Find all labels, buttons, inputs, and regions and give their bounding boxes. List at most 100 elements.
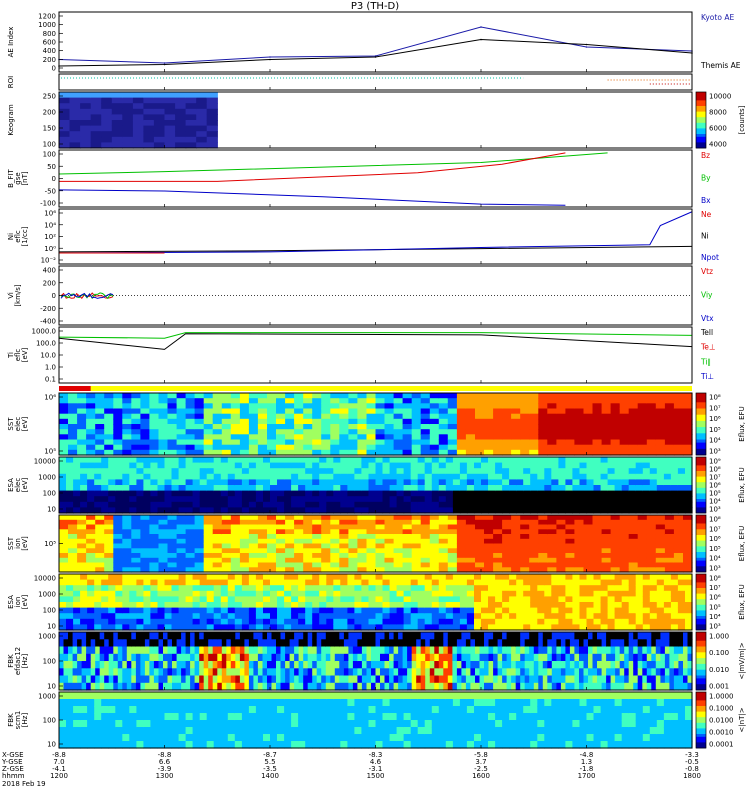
ytick-label-ti: 1.0 <box>45 364 56 372</box>
colorbar-tick-sst_i: 10⁸ <box>709 516 721 524</box>
ytick-label-vi: -200 <box>40 305 56 313</box>
footer-value-x: -8.8 <box>52 751 66 759</box>
colorbar-tick-keogram: 8000 <box>709 109 727 117</box>
ytick-label-ae: 1200 <box>38 13 56 21</box>
ylabel-roi: ROI <box>7 76 15 88</box>
footer-value-t: 1600 <box>472 772 490 780</box>
colorbar-label-fbk_b: <|nT|> <box>738 707 746 732</box>
ae-point <box>163 62 166 64</box>
colorbar-tick-esa_e: 10⁶ <box>709 482 721 490</box>
footer-value-x: -8.3 <box>369 751 383 759</box>
ytick-label-ni: 10⁰ <box>44 245 56 253</box>
footer-value-z: -1.8 <box>580 765 594 773</box>
ytick-label-ni: 10⁻² <box>41 257 57 265</box>
footer-value-y: 5.5 <box>264 758 275 766</box>
colorbar-tick-esa_i: 10³ <box>709 623 721 631</box>
ylabel-sst_e: SST <box>7 417 15 431</box>
colorbar-tick-fbk_b: 1.0000 <box>709 693 734 701</box>
footer-value-z: -3.9 <box>158 765 172 773</box>
ytick-label-keogram: 250 <box>43 93 56 101</box>
ae-point <box>480 38 482 41</box>
footer-value-y: 4.6 <box>370 758 382 766</box>
ae-point <box>163 63 166 66</box>
esa_i-spectrogram <box>59 574 693 631</box>
panel-frame-ni <box>58 208 693 265</box>
colorbar-frame <box>695 392 707 456</box>
footer-value-t: 1500 <box>367 772 385 780</box>
colorbar-tick-fbk_b: 0.0010 <box>709 729 734 737</box>
footer-row-label: hhmm <box>2 772 25 780</box>
bfit-by-line <box>58 152 608 175</box>
footer-value-z: -4.1 <box>52 765 66 773</box>
footer-value-z: -0.8 <box>685 765 699 773</box>
footer-row-label: Z-GSE <box>2 765 24 773</box>
ylabel-bfit: B_FIT <box>7 168 15 187</box>
mode-bar-fast <box>59 386 91 391</box>
ytick-label-ae: 1000 <box>38 21 56 29</box>
ytick-label-sst_e: 10⁶ <box>44 394 56 402</box>
footer-value-t: 1200 <box>50 772 68 780</box>
colorbar-frame <box>695 91 707 149</box>
legend-ae: Themis AE <box>700 61 741 70</box>
footer-value-z: -3.1 <box>369 765 383 773</box>
ytick-label-bfit: 100 <box>43 151 56 159</box>
colorbar-esa_e <box>695 456 707 514</box>
footer-value-y: 6.6 <box>159 758 171 766</box>
footer-row-label: Y-GSE <box>1 758 23 766</box>
colorbar-tick-fbk_b: 0.0001 <box>709 741 734 749</box>
ytick-label-bfit: 50 <box>47 163 56 171</box>
ylabel-sst_e: [eV] <box>21 416 29 431</box>
colorbar-tick-fbk_e: 0.100 <box>709 649 729 657</box>
footer-value-z: -3.5 <box>263 765 277 773</box>
colorbar-frame <box>695 456 707 514</box>
colorbar-frame <box>695 631 707 691</box>
ni-ni-line <box>58 245 693 253</box>
legend-vi: Vtz <box>701 267 713 276</box>
colorbar-tick-fbk_e: 0.001 <box>709 683 729 691</box>
ylabel-ti: eflc <box>14 349 22 362</box>
vi-green-line <box>60 292 114 300</box>
legend-vi: Viy <box>701 291 713 300</box>
footer-value-t: 1800 <box>683 772 701 780</box>
ae-point <box>585 46 588 48</box>
colorbar-label-fbk_e: <|mV/m|> <box>738 642 746 679</box>
colorbar-tick-sst_i: 10⁴ <box>709 555 721 563</box>
legend-ae: Kyoto AE <box>701 13 734 22</box>
colorbar-tick-esa_e: 10⁸ <box>709 466 721 474</box>
colorbar-tick-sst_i: 10³ <box>709 565 721 573</box>
footer-value-x: -4.8 <box>580 751 594 759</box>
ytick-label-keogram: 150 <box>43 125 56 133</box>
ylabel-sst_i: [eV] <box>21 536 29 551</box>
ylabel-vi: Vi <box>7 292 15 299</box>
ylabel-fbk_b: FBK <box>7 713 15 727</box>
ylabel-keogram: Keogram <box>7 104 15 135</box>
ylabel-fbk_e: FBK <box>7 654 15 668</box>
colorbar-tick-fbk_e: 0.010 <box>709 666 729 674</box>
colorbar-tick-sst_e: 10⁷ <box>709 404 721 412</box>
colorbar-tick-fbk_b: 0.1000 <box>709 705 734 713</box>
ytick-label-ae: 400 <box>43 47 56 55</box>
sst_e-spectrogram <box>59 393 693 456</box>
colorbar-tick-esa_i: 10⁶ <box>709 594 721 602</box>
ti-tipar-line <box>58 332 693 339</box>
colorbar-tick-esa_e: 10⁴ <box>709 498 721 506</box>
colorbar-tick-keogram: 4000 <box>709 141 727 149</box>
panel-frame-vi <box>58 265 693 326</box>
colorbar-tick-fbk_b: 0.0100 <box>709 717 734 725</box>
ylabel-vi: [km/s] <box>14 284 22 307</box>
ytick-label-bfit: -100 <box>40 200 56 208</box>
ytick-label-ti: 1000.0 <box>32 328 57 336</box>
ytick-label-keogram: 100 <box>43 141 56 149</box>
ytick-label-vi: 400 <box>43 267 56 275</box>
footer-value-y: 1.3 <box>581 758 592 766</box>
ylabel-fbk_e: [Hz] <box>21 654 29 669</box>
sst_i-spectrogram <box>59 515 693 573</box>
footer-row-label: 2018 Feb 19 <box>2 780 46 788</box>
colorbar-frame <box>695 573 707 631</box>
ni-npot-line <box>58 211 693 254</box>
ytick-label-bfit: -50 <box>45 187 56 195</box>
footer-value-t: 1300 <box>156 772 174 780</box>
legend-ni: Npot <box>701 253 719 262</box>
vi-blue-line <box>60 292 114 299</box>
